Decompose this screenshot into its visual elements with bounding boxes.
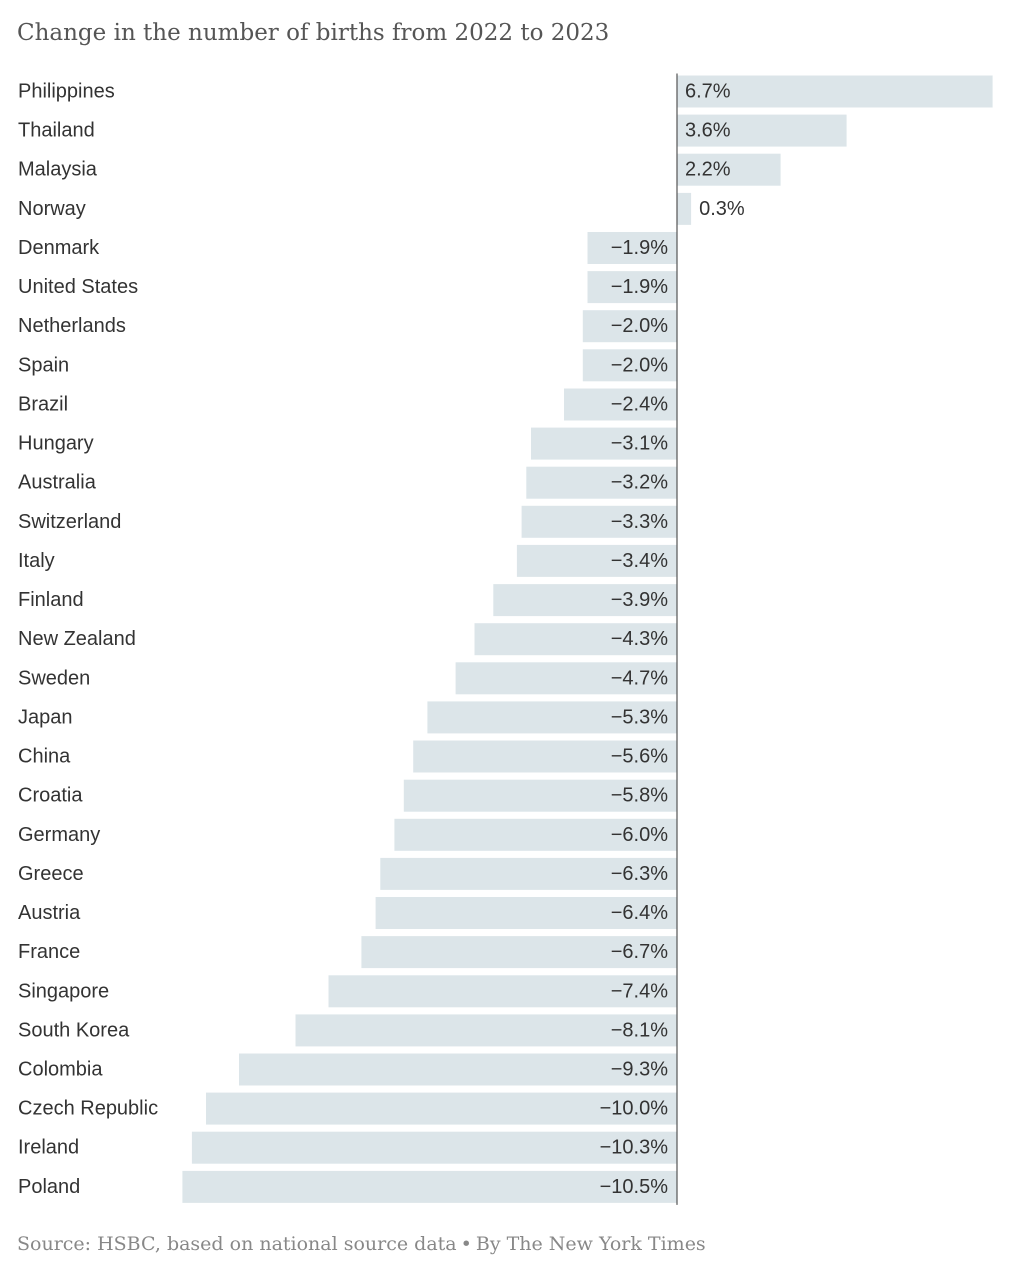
- category-label: Italy: [18, 550, 55, 572]
- value-label: −3.2%: [611, 472, 668, 494]
- byline: By The New York Times: [475, 1233, 706, 1255]
- labels-layer: Philippines 6.7% Thailand 3.6% Malaysia 2.2% N…: [18, 81, 745, 1198]
- bar-new-zealand: [474, 623, 677, 656]
- bar-czech-republic: [206, 1092, 677, 1125]
- category-label: Ireland: [18, 1137, 79, 1159]
- category-label: Singapore: [18, 980, 109, 1002]
- value-label: −7.4%: [611, 980, 668, 1002]
- category-label: Hungary: [18, 433, 94, 455]
- value-label: −10.5%: [600, 1176, 669, 1198]
- bar-croatia: [403, 779, 677, 812]
- category-label: Switzerland: [18, 511, 121, 533]
- value-label: −10.0%: [600, 1098, 669, 1120]
- value-label: −1.9%: [611, 276, 668, 298]
- category-label: United States: [18, 276, 138, 298]
- category-label: France: [18, 941, 80, 963]
- bar-ireland: [191, 1131, 677, 1164]
- category-label: New Zealand: [18, 628, 136, 650]
- bar-netherlands: [582, 310, 677, 343]
- category-label: Czech Republic: [18, 1098, 158, 1120]
- category-label: China: [18, 746, 71, 768]
- bar-colombia: [239, 1053, 677, 1086]
- bar-thailand: [677, 114, 847, 147]
- category-label: Philippines: [18, 81, 115, 103]
- category-label: Sweden: [18, 667, 90, 689]
- value-label: −6.0%: [611, 824, 668, 846]
- value-label: −9.3%: [611, 1059, 668, 1081]
- category-label: Australia: [18, 472, 97, 494]
- category-label: Brazil: [18, 393, 68, 415]
- category-label: Finland: [18, 589, 84, 611]
- value-label: −3.1%: [611, 433, 668, 455]
- value-label: −5.3%: [611, 706, 668, 728]
- bar-australia: [526, 466, 677, 499]
- bar-denmark: [587, 232, 677, 264]
- bar-malaysia: [677, 153, 781, 186]
- bar-france: [361, 936, 677, 969]
- bar-china: [413, 740, 677, 773]
- value-label: 3.6%: [685, 120, 731, 142]
- bar-italy: [516, 544, 677, 577]
- bar-poland: [182, 1170, 677, 1203]
- value-label: −2.4%: [611, 393, 668, 415]
- bar-japan: [427, 701, 677, 734]
- category-label: Thailand: [18, 120, 95, 142]
- category-label: Greece: [18, 863, 84, 885]
- value-label: −3.9%: [611, 589, 668, 611]
- chart-footer: Source: HSBC, based on national source d…: [17, 1233, 706, 1255]
- bars-layer: [182, 75, 993, 1203]
- bar-south-korea: [295, 1014, 677, 1047]
- value-label: −4.7%: [611, 667, 668, 689]
- chart-title: Change in the number of births from 2022…: [17, 20, 610, 46]
- value-label: −5.6%: [611, 746, 668, 768]
- bar-chart: Philippines 6.7% Thailand 3.6% Malaysia 2.2% N…: [18, 73, 993, 1205]
- bar-united-states: [587, 271, 677, 304]
- bar-switzerland: [521, 505, 677, 538]
- bar-singapore: [328, 975, 677, 1008]
- value-label: −8.1%: [611, 1019, 668, 1041]
- value-label: −3.4%: [611, 550, 668, 572]
- value-label: −6.7%: [611, 941, 668, 963]
- bar-hungary: [531, 427, 677, 460]
- separator-dot: •: [460, 1233, 472, 1255]
- value-label: −6.3%: [611, 863, 668, 885]
- value-label: −10.3%: [600, 1137, 669, 1159]
- value-label: 0.3%: [699, 198, 745, 220]
- value-label: −1.9%: [611, 237, 668, 259]
- value-label: 2.2%: [685, 159, 731, 181]
- category-label: Norway: [18, 198, 86, 220]
- bar-brazil: [564, 388, 677, 421]
- category-label: Japan: [18, 706, 73, 728]
- bar-germany: [394, 818, 677, 851]
- category-label: Croatia: [18, 785, 83, 807]
- value-label: −2.0%: [611, 315, 668, 337]
- category-label: South Korea: [18, 1019, 130, 1041]
- category-label: Denmark: [18, 237, 100, 259]
- value-label: −2.0%: [611, 354, 668, 376]
- value-label: −4.3%: [611, 628, 668, 650]
- value-label: −3.3%: [611, 511, 668, 533]
- bar-spain: [582, 349, 677, 382]
- category-label: Germany: [18, 824, 100, 846]
- source-note: Source: HSBC, based on national source d…: [17, 1233, 457, 1255]
- category-label: Spain: [18, 354, 69, 376]
- bar-austria: [375, 897, 677, 929]
- bar-philippines: [677, 75, 993, 108]
- bar-finland: [493, 584, 677, 617]
- value-label: −6.4%: [611, 902, 668, 924]
- value-label: 6.7%: [685, 81, 731, 103]
- category-label: Poland: [18, 1176, 80, 1198]
- bar-greece: [380, 857, 677, 890]
- category-label: Austria: [18, 902, 81, 924]
- category-label: Netherlands: [18, 315, 126, 337]
- bar-norway: [677, 192, 692, 225]
- category-label: Malaysia: [18, 159, 98, 181]
- bar-sweden: [455, 662, 677, 695]
- value-label: −5.8%: [611, 785, 668, 807]
- category-label: Colombia: [18, 1059, 103, 1081]
